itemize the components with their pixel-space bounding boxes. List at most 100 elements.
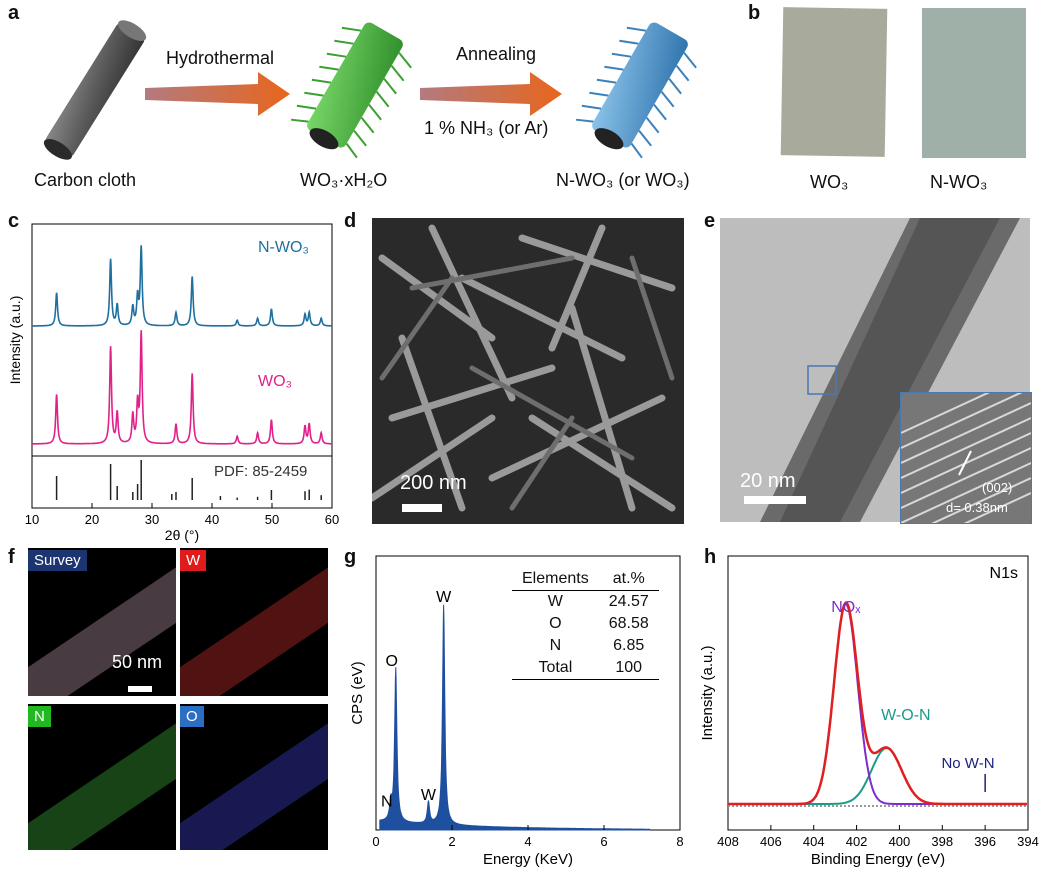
arrow-hydrothermal [145, 72, 290, 116]
tem-scale-bar-label: 20 nm [740, 470, 796, 492]
wo3-hydrate-label: WO₃·xH₂O [300, 170, 388, 190]
plot-frame [31, 223, 333, 509]
n-wo3-photo-label: N-WO₃ [930, 172, 988, 192]
panel-a-schematic [43, 20, 697, 160]
x-tick-label: 8 [676, 834, 683, 849]
x-axis-label: Energy (KeV) [483, 851, 573, 868]
xps-n1s-chart: NOₓ W-O-N No W-N N1s 408 406 404 402 400 398 396 39… [699, 555, 1039, 868]
eds-peak-label: W [421, 787, 437, 804]
sem-nanorods [372, 224, 676, 512]
panel-label-e: e [704, 210, 716, 232]
table-cell: 100 [615, 659, 643, 676]
xrd-series-label: WO₃ [258, 373, 292, 390]
arrow-annealing [420, 72, 562, 116]
eds-peak-label: W [436, 589, 452, 606]
panel-label-b: b [748, 2, 761, 24]
panel-label-d: d [344, 210, 357, 232]
table-cell: 6.85 [613, 637, 645, 654]
x-tick-label: 2 [448, 834, 455, 849]
eds-peak-label: O [386, 653, 398, 670]
annealing-label: Annealing [456, 44, 537, 64]
panel-label-f: f [8, 546, 15, 568]
inset-d-spacing-label: d= 0.38nm [946, 500, 1008, 515]
x-tick-label: 394 [1017, 834, 1039, 849]
wo3-photo-label: WO₃ [810, 172, 849, 192]
table-header-elements: Elements [522, 570, 589, 587]
eds-spectrum-area [379, 604, 651, 831]
n-wo3-product-label: N-WO₃ (or WO₃) [556, 170, 690, 190]
y-axis-label: CPS (eV) [349, 661, 366, 724]
x-axis-label: Binding Energy (eV) [811, 851, 945, 868]
eds-scale-bar-label: 50 nm [112, 652, 163, 672]
x-tick-label: 398 [931, 834, 953, 849]
x-tick-label: 40 [205, 512, 219, 527]
x-tick-label: 6 [600, 834, 607, 849]
wo3-cloth-photo [780, 7, 888, 157]
carbon-cloth-rod [43, 20, 147, 160]
eds-tag-o: O [180, 706, 204, 727]
xps-title: N1s [990, 565, 1018, 582]
panel-label-c: c [8, 210, 20, 232]
x-tick-label: 50 [265, 512, 279, 527]
hydrothermal-label: Hydrothermal [166, 48, 275, 68]
x-tick-label: 404 [803, 834, 825, 849]
x-tick-label: 408 [717, 834, 739, 849]
table-cell: N [549, 637, 562, 654]
eds-map-w: W [180, 548, 328, 696]
panel-label-h: h [704, 546, 717, 568]
reference-label: PDF: 85-2459 [214, 463, 307, 480]
x-tick-label: 406 [760, 834, 782, 849]
eds-tag-survey: Survey [28, 550, 87, 571]
x-tick-label: 400 [889, 834, 911, 849]
carbon-cloth-label: Carbon cloth [34, 170, 137, 190]
tem-image [720, 218, 1030, 522]
xrd-series-n-wo3 [32, 245, 332, 327]
xps-label-w-o-n: W-O-N [881, 707, 930, 724]
x-tick-label: 0 [372, 834, 379, 849]
table-row: W 24.57 [512, 591, 659, 614]
xps-component-nox [728, 602, 1027, 805]
hrtem-inset [900, 392, 1032, 524]
xps-annotation: No W-N [941, 755, 994, 772]
panel-label-g: g [344, 546, 357, 568]
table-cell: O [549, 615, 562, 632]
xrd-series-label: N-WO₃ [258, 239, 309, 256]
x-axis-label: 2θ (°) [165, 527, 199, 543]
table-row: Total 100 [512, 657, 659, 680]
composition-table: Elements at.% W 24.57 O 68.58 N 6.85 Total 1… [512, 568, 659, 680]
xrd-series-wo3 [32, 330, 332, 445]
table-row: O 68.58 [512, 613, 659, 635]
annealing-condition-label: 1 % NH₃ (or Ar) [424, 118, 549, 138]
wo3-hydrate-rod [290, 22, 412, 159]
xps-label-nox: NOₓ [831, 599, 861, 616]
xps-fit-envelope [728, 601, 1027, 806]
eds-map-survey: Survey [28, 548, 176, 696]
x-tick-label: 4 [524, 834, 531, 849]
y-axis-label: Intensity (a.u.) [7, 296, 23, 385]
eds-tag-w: W [180, 550, 207, 571]
sem-scale-bar-label: 200 nm [400, 472, 467, 494]
inset-plane-label: (002) [982, 480, 1013, 495]
table-cell: W [547, 593, 563, 610]
table-header-at-percent: at.% [612, 570, 645, 587]
x-tick-label: 396 [974, 834, 996, 849]
sem-image [372, 218, 684, 524]
table-cell: 68.58 [608, 615, 649, 632]
panel-label-a: a [8, 2, 20, 24]
table-row: N 6.85 [512, 635, 659, 657]
table-cell: 24.57 [608, 593, 649, 610]
x-tick-label: 20 [85, 512, 99, 527]
eds-peak-label: N [381, 793, 393, 810]
x-tick-label: 60 [325, 512, 339, 527]
table-cell: Total [538, 659, 573, 676]
x-tick-label: 402 [846, 834, 868, 849]
n-wo3-rod [575, 22, 697, 159]
x-tick-label: 10 [25, 512, 39, 527]
n-wo3-cloth-photo [922, 8, 1026, 158]
y-axis-label: Intensity (a.u.) [699, 645, 716, 740]
xrd-chart: N-WO₃ WO₃ PDF: 85-2459 10 20 30 40 50 60 2θ (°) In… [7, 223, 339, 543]
eds-map-n: N [28, 704, 176, 850]
tem-nanorod [744, 218, 1020, 522]
x-tick-label: 30 [145, 512, 159, 527]
